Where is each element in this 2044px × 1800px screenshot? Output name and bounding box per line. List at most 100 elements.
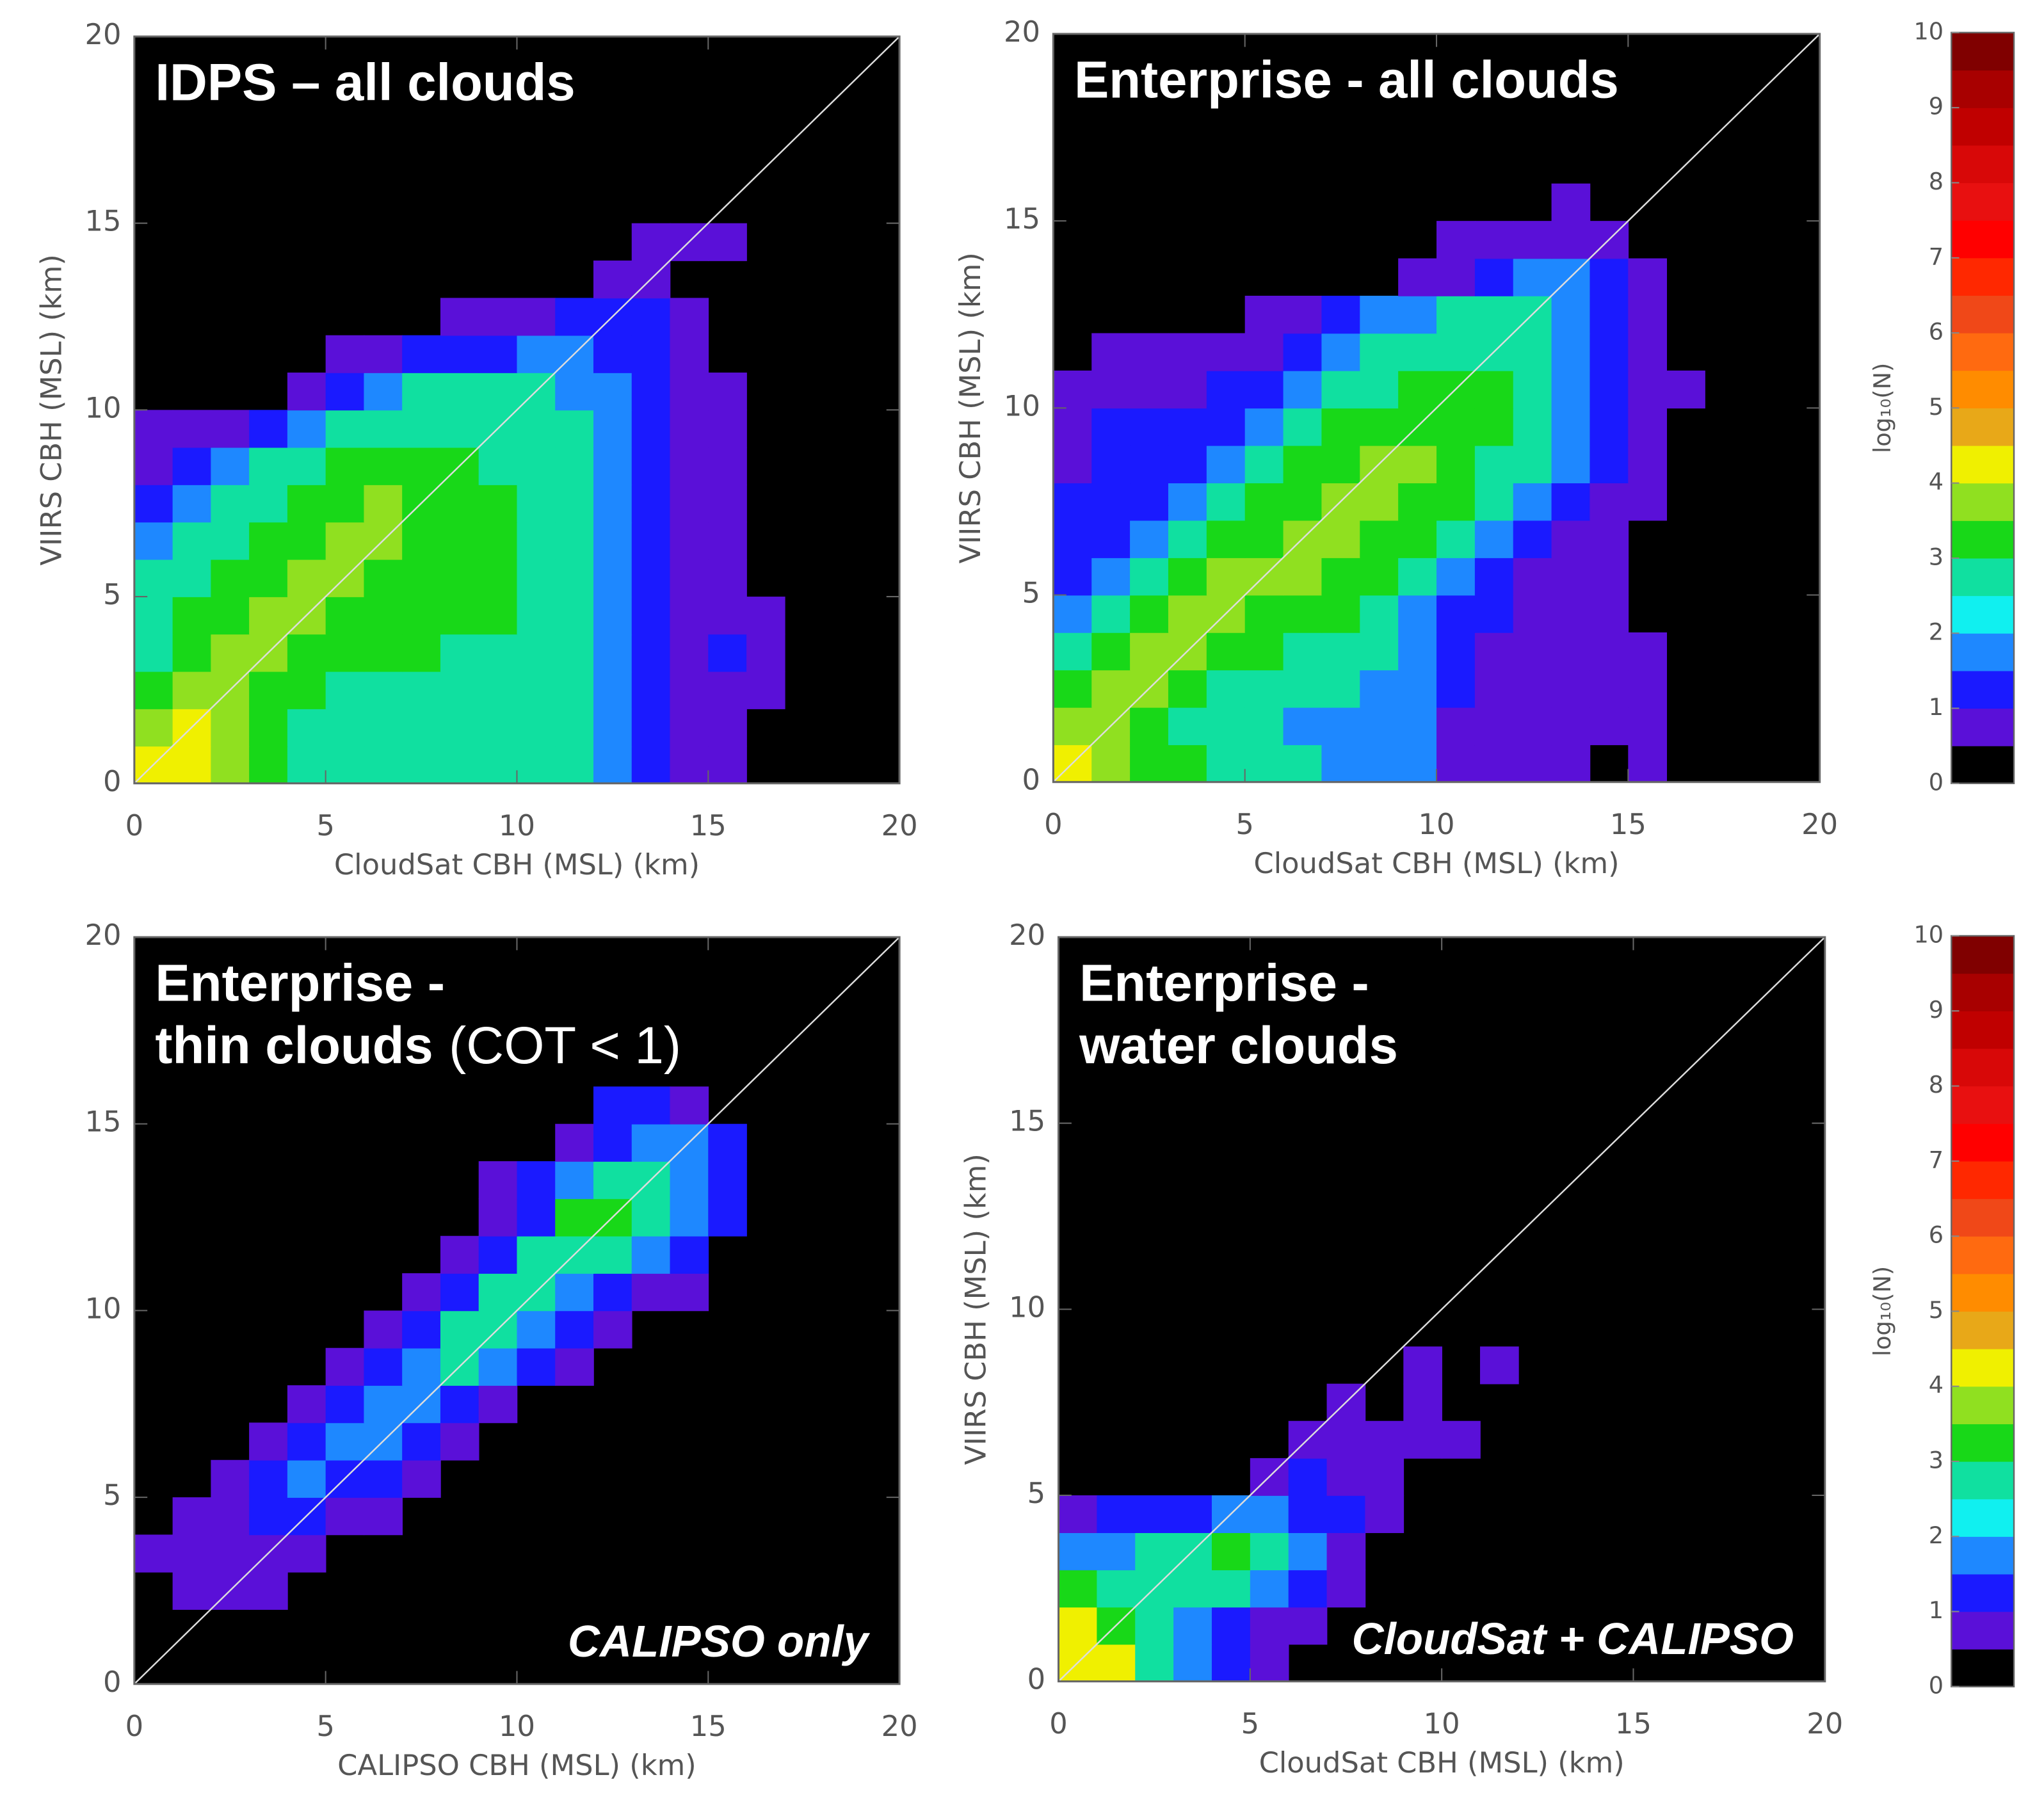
- cell: [478, 671, 518, 709]
- cell: [1360, 595, 1399, 633]
- cell: [1283, 558, 1323, 596]
- cell: [134, 522, 173, 560]
- cell: [555, 298, 594, 336]
- cell: [593, 597, 632, 635]
- cell: [1360, 744, 1399, 783]
- cell: [593, 522, 632, 560]
- cell: [708, 522, 747, 560]
- cell: [1513, 483, 1552, 521]
- cell: [1326, 1495, 1366, 1533]
- cell: [287, 410, 326, 448]
- cell: [1130, 483, 1169, 521]
- panel-title: Enterprise - all clouds: [1074, 51, 1619, 109]
- cell: [1436, 670, 1476, 708]
- colorbar-tick-label: 7: [1929, 1146, 1943, 1173]
- panel-title: Enterprise -: [155, 954, 445, 1012]
- cell: [364, 410, 403, 448]
- cell: [517, 597, 556, 635]
- x-tick-label: 0: [125, 1709, 144, 1743]
- x-tick-label: 5: [316, 1709, 335, 1743]
- x-tick-label: 10: [1424, 1707, 1460, 1740]
- y-tick-label: 15: [1004, 202, 1040, 236]
- cell: [1513, 445, 1552, 484]
- cell: [555, 634, 594, 672]
- cell: [1206, 558, 1246, 596]
- cell: [325, 1497, 365, 1536]
- panel-title-line: thin clouds: [155, 1017, 433, 1075]
- cell: [631, 447, 671, 485]
- cell: [708, 746, 747, 784]
- cell: [1513, 258, 1552, 296]
- x-axis-label: CALIPSO CBH (MSL) (km): [337, 1748, 696, 1782]
- cell: [172, 671, 212, 709]
- cell: [1053, 483, 1093, 521]
- cell: [1513, 744, 1552, 783]
- cell: [1589, 670, 1629, 708]
- cell: [172, 485, 212, 523]
- cell: [1589, 408, 1629, 446]
- cell: [1091, 445, 1131, 484]
- cell: [708, 1161, 747, 1200]
- cell: [555, 1198, 594, 1237]
- cell: [402, 709, 441, 747]
- cell: [1244, 445, 1284, 484]
- y-tick-label: 5: [1027, 1476, 1046, 1510]
- cell: [478, 373, 518, 411]
- colorbar-band: [1951, 220, 2015, 259]
- cell: [517, 410, 556, 448]
- panel: 0 5 10 15 20 0 5 10 15 20 CALIPSO CBH (MSL) (km) En…: [84, 918, 917, 1782]
- cell: [364, 746, 403, 784]
- colorbar-band: [1951, 1123, 2015, 1162]
- cell: [249, 485, 288, 523]
- cell: [1474, 520, 1514, 558]
- cell: [1283, 445, 1323, 484]
- cell: [172, 746, 212, 784]
- cell: [555, 1347, 594, 1386]
- cell: [1250, 1570, 1289, 1608]
- colorbar-band: [1951, 1161, 2015, 1200]
- colorbar-band: [1951, 333, 2015, 371]
- cell: [517, 1347, 556, 1386]
- cell: [1097, 1532, 1136, 1571]
- cell: [1436, 483, 1476, 521]
- cell: [478, 1198, 518, 1237]
- cell: [1551, 483, 1591, 521]
- cell: [1551, 333, 1591, 371]
- colorbar-band: [1951, 670, 2015, 709]
- colorbar-band: [1951, 1536, 2015, 1575]
- panel-title-line: Enterprise -: [1079, 954, 1369, 1012]
- colorbar-tick-label: 9: [1929, 93, 1943, 120]
- cell: [708, 373, 747, 411]
- cell: [1628, 632, 1668, 671]
- cell: [325, 1347, 365, 1386]
- cell: [325, 671, 365, 709]
- cell: [1130, 558, 1169, 596]
- cell: [555, 671, 594, 709]
- cell: [1326, 1570, 1366, 1608]
- colorbar-tick-label: 8: [1929, 168, 1943, 195]
- panel-title-line: Enterprise - all clouds: [1074, 51, 1619, 109]
- cell: [172, 634, 212, 672]
- cell: [1283, 744, 1323, 783]
- cell: [555, 597, 594, 635]
- cell: [1436, 333, 1476, 371]
- cell: [1130, 408, 1169, 446]
- cell: [1398, 333, 1437, 371]
- colorbar-label: log₁₀(N): [1869, 1266, 1896, 1356]
- colorbar-band: [1951, 32, 2015, 71]
- cell: [631, 1273, 671, 1312]
- cell: [249, 522, 288, 560]
- colorbar-tick-label: 6: [1929, 318, 1943, 346]
- cell: [1589, 595, 1629, 633]
- cell: [1628, 258, 1668, 296]
- cell: [1436, 558, 1476, 596]
- cell: [1058, 1607, 1098, 1645]
- cell: [1474, 558, 1514, 596]
- cell: [670, 597, 709, 635]
- colorbar-band: [1951, 633, 2015, 671]
- cell: [1436, 445, 1476, 484]
- cell: [364, 709, 403, 747]
- cell: [1551, 670, 1591, 708]
- cell: [1283, 333, 1323, 371]
- colorbar-band: [1951, 1086, 2015, 1124]
